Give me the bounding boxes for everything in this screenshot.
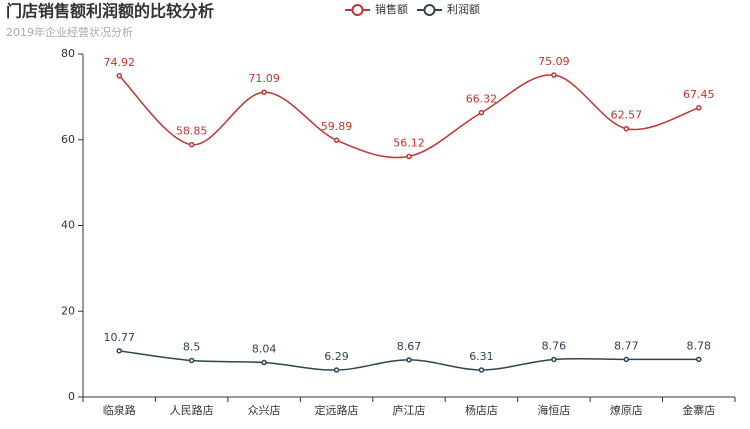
x-tick-label: 杨店店 bbox=[465, 403, 498, 417]
data-point bbox=[406, 153, 412, 160]
data-point bbox=[261, 89, 267, 95]
data-label: 59.89 bbox=[321, 120, 353, 133]
x-tick-label: 庐江店 bbox=[393, 403, 426, 417]
x-tick-label: 临泉路 bbox=[103, 403, 136, 417]
data-label: 66.32 bbox=[466, 93, 498, 106]
y-tick-label: 0 bbox=[68, 390, 75, 403]
x-tick-label: 人民路店 bbox=[170, 403, 214, 417]
data-label: 74.92 bbox=[103, 56, 135, 69]
data-label: 58.85 bbox=[176, 125, 208, 138]
x-tick-label: 金寨店 bbox=[682, 403, 715, 417]
data-label: 8.77 bbox=[614, 339, 639, 352]
legend-label: 利润额 bbox=[447, 2, 480, 16]
x-tick-label: 众兴店 bbox=[248, 403, 281, 417]
data-label: 10.77 bbox=[103, 331, 135, 344]
data-label: 8.76 bbox=[542, 339, 567, 352]
data-point bbox=[116, 73, 122, 79]
data-label: 8.5 bbox=[183, 341, 201, 354]
data-point bbox=[333, 137, 340, 143]
legend-label: 销售额 bbox=[375, 2, 408, 16]
data-point bbox=[188, 141, 195, 148]
y-tick-label: 60 bbox=[61, 133, 75, 146]
data-point bbox=[478, 367, 485, 373]
data-label: 71.09 bbox=[248, 72, 280, 85]
y-tick-label: 40 bbox=[61, 219, 75, 232]
data-label: 6.29 bbox=[324, 350, 349, 363]
data-label: 75.09 bbox=[538, 55, 570, 68]
data-label: 56.12 bbox=[393, 136, 425, 149]
data-point bbox=[116, 348, 122, 354]
data-point bbox=[406, 357, 412, 363]
x-tick-label: 定远路店 bbox=[315, 403, 359, 417]
data-point bbox=[623, 125, 630, 132]
y-tick-label: 20 bbox=[61, 304, 75, 317]
data-label: 8.78 bbox=[687, 339, 712, 352]
legend-icon bbox=[423, 4, 436, 16]
chart-title: 门店销售额利润额的比较分析 bbox=[6, 2, 214, 21]
data-label: 8.67 bbox=[397, 340, 422, 353]
data-point bbox=[696, 356, 702, 363]
data-label: 62.57 bbox=[611, 109, 643, 122]
x-tick-label: 海恒店 bbox=[537, 403, 570, 417]
x-tick-label: 燎原店 bbox=[610, 403, 643, 417]
data-label: 67.45 bbox=[683, 88, 715, 101]
data-point bbox=[696, 105, 702, 111]
data-point bbox=[551, 356, 557, 363]
data-point bbox=[478, 109, 485, 116]
data-point bbox=[333, 367, 340, 373]
data-point bbox=[623, 356, 630, 363]
data-label: 6.31 bbox=[469, 350, 494, 363]
chart-subtitle: 2019年企业经营状况分析 bbox=[6, 25, 133, 39]
data-label: 8.04 bbox=[252, 343, 277, 356]
legend-icon bbox=[351, 4, 364, 16]
data-point bbox=[261, 359, 267, 366]
y-tick-label: 80 bbox=[61, 47, 75, 60]
data-point bbox=[188, 357, 195, 364]
data-point bbox=[551, 72, 557, 78]
